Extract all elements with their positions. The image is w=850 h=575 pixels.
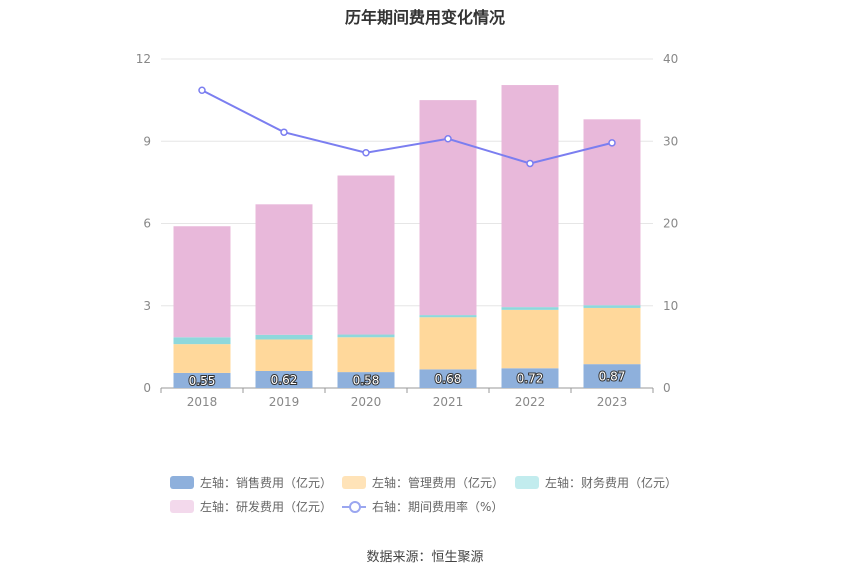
x-tick-label: 2022 — [515, 395, 546, 409]
y-right-tick-label: 10 — [663, 299, 678, 313]
line-point-expense-ratio — [444, 135, 452, 143]
y-right-tick-label: 30 — [663, 134, 678, 148]
line-point-expense-ratio — [280, 128, 288, 136]
data-label-sales: 0.55 — [189, 374, 216, 388]
y-left-tick-label: 6 — [143, 217, 151, 231]
bar-rnd — [583, 119, 641, 306]
legend-item-admin[interactable]: 左轴：管理费用（亿元） — [342, 474, 504, 491]
bar-finance — [337, 334, 395, 338]
y-right-tick-label: 0 — [663, 381, 671, 395]
bar-admin — [501, 309, 559, 369]
line-point-expense-ratio — [526, 159, 534, 168]
line-point-expense-ratio — [362, 149, 370, 157]
bar-admin — [255, 339, 313, 372]
legend-swatch-rnd — [170, 500, 194, 513]
bar-rnd — [255, 204, 313, 335]
data-label-sales: 0.72 — [517, 372, 544, 386]
bar-rnd — [501, 85, 559, 308]
source-note: 数据来源：恒生聚源 — [366, 550, 484, 565]
bar-admin — [337, 337, 395, 373]
bar-finance — [173, 337, 231, 345]
bar-sales — [501, 368, 559, 388]
bar-admin — [173, 344, 231, 373]
y-left-tick-label: 12 — [136, 52, 151, 66]
legend-item-finance[interactable]: 左轴：财务费用（亿元） — [515, 474, 677, 491]
bar-rnd — [419, 100, 477, 316]
data-label-sales: 0.68 — [435, 372, 462, 386]
legend-label-finance: 左轴：财务费用（亿元） — [545, 476, 678, 490]
legend-label-admin: 左轴：管理费用（亿元） — [372, 476, 505, 490]
data-label-sales: 0.87 — [599, 370, 626, 384]
data-label-sales: 0.62 — [271, 373, 298, 387]
bar-admin — [419, 317, 477, 370]
bar-sales — [419, 369, 477, 388]
y-right-tick-label: 40 — [663, 52, 678, 66]
bar-admin — [583, 307, 641, 365]
bar-sales — [337, 372, 395, 388]
y-right-tick-label: 20 — [663, 217, 678, 231]
legend-swatch-sales — [170, 476, 194, 489]
chart-plot: 0 3 6 9 12 0 10 20 30 40 2018 2019 2020 2021 2022 2023 0… — [136, 52, 679, 409]
bar-rnd — [337, 175, 395, 335]
legend-item-expense-ratio[interactable]: 右轴：期间费用率（%） — [342, 498, 503, 515]
x-tick-label: 2020 — [351, 395, 382, 409]
legend-swatch-admin — [342, 476, 366, 489]
legend-label-expense-ratio: 右轴：期间费用率（%） — [372, 500, 504, 514]
y-left-tick-label: 0 — [143, 381, 151, 395]
legend-label-rnd: 左轴：研发费用（亿元） — [200, 500, 333, 514]
legend-label-sales: 左轴：销售费用（亿元） — [200, 476, 333, 490]
legend-item-rnd[interactable]: 左轴：研发费用（亿元） — [170, 498, 332, 515]
bar-finance — [501, 307, 559, 310]
bar-rnd — [173, 226, 231, 338]
x-tick-label: 2018 — [187, 395, 218, 409]
data-label-sales: 0.58 — [353, 374, 380, 388]
x-tick-label: 2019 — [269, 395, 300, 409]
bar-sales — [583, 364, 641, 388]
legend-line-marker-icon — [342, 500, 366, 513]
bar-sales — [173, 372, 231, 388]
bar-finance — [419, 315, 477, 318]
x-tick-label: 2023 — [597, 395, 628, 409]
line-point-expense-ratio — [608, 139, 616, 147]
x-tick-label: 2021 — [433, 395, 464, 409]
bar-finance — [255, 334, 313, 340]
bar-finance — [583, 305, 641, 308]
y-left-tick-label: 3 — [143, 299, 151, 313]
line-expense-ratio — [201, 89, 613, 165]
legend-swatch-finance — [515, 476, 539, 489]
y-left-tick-label: 9 — [143, 134, 151, 148]
bar-sales — [255, 371, 313, 388]
legend-item-sales[interactable]: 左轴：销售费用（亿元） — [170, 474, 332, 491]
line-point-expense-ratio — [198, 86, 206, 95]
chart-title: 历年期间费用变化情况 — [344, 8, 505, 27]
